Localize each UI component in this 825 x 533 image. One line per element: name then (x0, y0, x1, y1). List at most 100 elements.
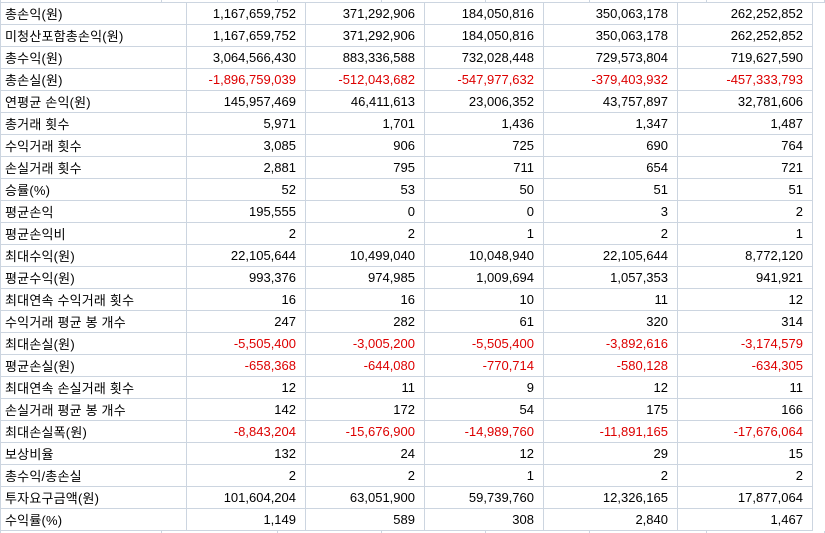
row-label-cell[interactable]: 보상비율 (1, 443, 187, 465)
value-cell[interactable]: -8,843,204 (187, 421, 306, 443)
value-cell[interactable]: 371,292,906 (306, 25, 425, 47)
value-cell[interactable]: 11 (544, 289, 678, 311)
value-cell[interactable]: 51 (678, 179, 813, 201)
value-cell[interactable]: 764 (678, 135, 813, 157)
value-cell[interactable]: 12 (187, 377, 306, 399)
row-label-cell[interactable]: 총손실(원) (1, 69, 187, 91)
value-cell[interactable]: 690 (544, 135, 678, 157)
value-cell[interactable]: 2 (544, 223, 678, 245)
value-cell[interactable]: 350,063,178 (544, 3, 678, 25)
value-cell[interactable]: 732,028,448 (425, 47, 544, 69)
value-cell[interactable]: -5,505,400 (187, 333, 306, 355)
value-cell[interactable]: 11 (678, 377, 813, 399)
value-cell[interactable]: 23,006,352 (425, 91, 544, 113)
value-cell[interactable]: 54 (425, 399, 544, 421)
value-cell[interactable]: -770,714 (425, 355, 544, 377)
value-cell[interactable]: 184,050,816 (425, 25, 544, 47)
value-cell[interactable]: 12,326,165 (544, 487, 678, 509)
row-label-cell[interactable]: 수익거래 평균 봉 개수 (1, 311, 187, 333)
row-label-cell[interactable]: 총거래 횟수 (1, 113, 187, 135)
value-cell[interactable]: -644,080 (306, 355, 425, 377)
value-cell[interactable]: 22,105,644 (544, 245, 678, 267)
value-cell[interactable]: 3,064,566,430 (187, 47, 306, 69)
value-cell[interactable]: 184,050,816 (425, 3, 544, 25)
value-cell[interactable]: 282 (306, 311, 425, 333)
value-cell[interactable]: 0 (306, 201, 425, 223)
value-cell[interactable]: 2 (306, 465, 425, 487)
value-cell[interactable]: 145,957,469 (187, 91, 306, 113)
value-cell[interactable]: 2 (544, 465, 678, 487)
value-cell[interactable]: 46,411,613 (306, 91, 425, 113)
value-cell[interactable]: 10,048,940 (425, 245, 544, 267)
value-cell[interactable]: 1,167,659,752 (187, 3, 306, 25)
value-cell[interactable]: 15 (678, 443, 813, 465)
value-cell[interactable]: 1,149 (187, 509, 306, 531)
value-cell[interactable]: 59,739,760 (425, 487, 544, 509)
value-cell[interactable]: -15,676,900 (306, 421, 425, 443)
row-label-cell[interactable]: 최대연속 수익거래 횟수 (1, 289, 187, 311)
value-cell[interactable]: -3,174,579 (678, 333, 813, 355)
value-cell[interactable]: 166 (678, 399, 813, 421)
value-cell[interactable]: -658,368 (187, 355, 306, 377)
value-cell[interactable]: 1,467 (678, 509, 813, 531)
value-cell[interactable]: 101,604,204 (187, 487, 306, 509)
value-cell[interactable]: 61 (425, 311, 544, 333)
value-cell[interactable]: 24 (306, 443, 425, 465)
value-cell[interactable]: 941,921 (678, 267, 813, 289)
value-cell[interactable]: 10 (425, 289, 544, 311)
value-cell[interactable]: 172 (306, 399, 425, 421)
value-cell[interactable]: 308 (425, 509, 544, 531)
row-label-cell[interactable]: 수익률(%) (1, 509, 187, 531)
value-cell[interactable]: 719,627,590 (678, 47, 813, 69)
value-cell[interactable]: -580,128 (544, 355, 678, 377)
value-cell[interactable]: 314 (678, 311, 813, 333)
value-cell[interactable]: 974,985 (306, 267, 425, 289)
value-cell[interactable]: 1,057,353 (544, 267, 678, 289)
value-cell[interactable]: 195,555 (187, 201, 306, 223)
value-cell[interactable]: 22,105,644 (187, 245, 306, 267)
value-cell[interactable]: 3,085 (187, 135, 306, 157)
value-cell[interactable]: 320 (544, 311, 678, 333)
value-cell[interactable]: 725 (425, 135, 544, 157)
value-cell[interactable]: 3 (544, 201, 678, 223)
value-cell[interactable]: 43,757,897 (544, 91, 678, 113)
value-cell[interactable]: -457,333,793 (678, 69, 813, 91)
row-label-cell[interactable]: 투자요구금액(원) (1, 487, 187, 509)
value-cell[interactable]: 993,376 (187, 267, 306, 289)
value-cell[interactable]: 721 (678, 157, 813, 179)
row-label-cell[interactable]: 평균손익비 (1, 223, 187, 245)
row-label-cell[interactable]: 수익거래 횟수 (1, 135, 187, 157)
value-cell[interactable]: 1 (678, 223, 813, 245)
row-label-cell[interactable]: 평균손익 (1, 201, 187, 223)
value-cell[interactable]: 795 (306, 157, 425, 179)
value-cell[interactable]: 247 (187, 311, 306, 333)
value-cell[interactable]: 32,781,606 (678, 91, 813, 113)
value-cell[interactable]: -1,896,759,039 (187, 69, 306, 91)
value-cell[interactable]: -14,989,760 (425, 421, 544, 443)
value-cell[interactable]: -547,977,632 (425, 69, 544, 91)
value-cell[interactable]: 2 (678, 465, 813, 487)
value-cell[interactable]: 63,051,900 (306, 487, 425, 509)
value-cell[interactable]: 10,499,040 (306, 245, 425, 267)
value-cell[interactable]: 175 (544, 399, 678, 421)
row-label-cell[interactable]: 최대손실(원) (1, 333, 187, 355)
value-cell[interactable]: 262,252,852 (678, 3, 813, 25)
value-cell[interactable]: -3,892,616 (544, 333, 678, 355)
value-cell[interactable]: 1,167,659,752 (187, 25, 306, 47)
value-cell[interactable]: 52 (187, 179, 306, 201)
row-label-cell[interactable]: 연평균 손익(원) (1, 91, 187, 113)
value-cell[interactable]: 1 (425, 223, 544, 245)
row-label-cell[interactable]: 총수익(원) (1, 47, 187, 69)
value-cell[interactable]: 12 (544, 377, 678, 399)
value-cell[interactable]: 883,336,588 (306, 47, 425, 69)
value-cell[interactable]: 589 (306, 509, 425, 531)
value-cell[interactable]: 29 (544, 443, 678, 465)
value-cell[interactable]: -379,403,932 (544, 69, 678, 91)
row-label-cell[interactable]: 평균수익(원) (1, 267, 187, 289)
value-cell[interactable]: 1,009,694 (425, 267, 544, 289)
row-label-cell[interactable]: 총손익(원) (1, 3, 187, 25)
value-cell[interactable]: 262,252,852 (678, 25, 813, 47)
value-cell[interactable]: -634,305 (678, 355, 813, 377)
value-cell[interactable]: 2 (678, 201, 813, 223)
value-cell[interactable]: 8,772,120 (678, 245, 813, 267)
